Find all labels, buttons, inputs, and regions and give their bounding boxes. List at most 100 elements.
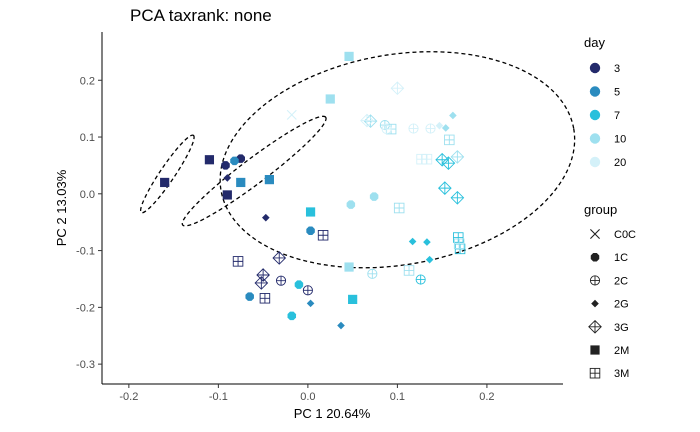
point-29-day-7-3g [438,181,452,195]
y-axis-title: PC 2 13.03% [54,169,69,246]
point-9-day-3-3g [254,276,269,290]
point-47-day-10-2m [344,51,354,62]
y-tick-label-1: -0.2 [76,302,95,314]
point-44-day-10-2g [441,124,450,132]
group-legend-label-2g: 2G [614,299,629,311]
group-legend-key-c0c [590,229,600,239]
y-tick-label-3: 0.0 [80,189,95,201]
point-12-day-3-3m [259,293,271,304]
point-23-day-7-1c [294,280,304,289]
group-legend-label-2m: 2M [614,345,629,357]
y-tick-label-2: -0.1 [76,246,95,258]
point-1-day-3-2m [204,155,215,165]
point-7-day-3-3m [232,256,244,267]
point-16-day-5-2m [236,177,246,188]
point-41-day-10-3m [453,238,465,250]
point-40-day-10-3m [403,265,415,276]
point-31-day-7-3m [453,232,464,243]
point-43-day-10-3g [450,150,465,164]
group-legend-key-1c [590,252,600,262]
point-20-day-5-2g [306,299,315,308]
point-42-day-10-3m [444,134,455,146]
day-legend-label-10: 10 [614,134,626,146]
point-48-day-10-2m [325,94,335,104]
point-30-day-7-3g [450,190,465,205]
point-10-day-3-3g [272,251,287,265]
point-55-day-20-2c [408,123,419,134]
group-legend-label-1c: 1C [614,252,628,264]
chart-title: PCA taxrank: none [130,6,272,25]
group-legend-key-2g [591,299,599,308]
x-tick-label-1: -0.1 [209,391,228,403]
point-57-day-20-2g [435,121,444,130]
day-legend-key-7 [589,109,601,121]
point-56-day-20-2c [425,123,436,134]
data-points [160,51,466,330]
point-4-day-3-2g [223,174,232,182]
group-legend: group C0C 1C 2C 2G 3G 2M 3M [584,202,636,380]
point-19-day-5-1c [245,292,254,301]
group-legend-key-3g [588,319,602,334]
point-28-day-7-2g [425,255,434,264]
point-5-day-3-2m [222,190,232,200]
point-22-day-7-2m [305,207,316,217]
day-legend-label-20: 20 [614,157,626,169]
point-52-day-20-3g [390,81,405,96]
x-tick-label-4: 0.2 [479,391,494,403]
point-15-day-5-1c [230,156,239,166]
day-legend-label-5: 5 [614,87,620,99]
group-legend-label-3m: 3M [614,368,629,380]
y-tick-label-4: 0.1 [80,132,95,144]
y-tick-label-0: -0.3 [76,359,95,371]
group-legend-label-3g: 3G [614,322,629,334]
group-legend-label-2c: 2C [614,275,628,287]
point-2-day-3-1c [221,161,230,170]
confidence-ellipse-0 [181,115,327,227]
point-21-day-5-2g [337,321,345,330]
group-legend-label-c0c: C0C [614,229,636,241]
x-axis-ticks: -0.2 -0.1 0.0 0.1 0.2 [119,384,495,403]
y-tick-label-5: 0.2 [80,75,95,87]
point-25-day-7-2m [348,294,358,305]
point-36-day-10-2m [344,262,354,272]
day-legend-label-3: 3 [614,63,620,75]
point-39-day-10-3m [393,202,405,214]
point-38-day-10-1c [369,192,379,201]
point-45-day-10-2g [449,111,457,120]
day-legend-key-5 [589,86,601,97]
group-legend-key-2c [589,275,601,286]
group-legend-key-2m [590,345,600,355]
confidence-ellipse-1 [139,134,195,214]
point-34-day-7-3g [435,152,449,167]
point-6-day-3-2g [262,213,270,222]
confidence-ellipses [139,51,576,269]
point-46-day-10-2c [367,268,378,279]
group-legend-title: group [584,202,617,217]
day-legend-key-3 [589,62,601,74]
point-33-day-7-2c [415,274,426,285]
point-24-day-7-1c [287,311,297,321]
day-legend: day 3 5 7 10 20 [584,35,626,169]
day-legend-label-7: 7 [614,110,620,122]
x-tick-label-2: 0.0 [300,391,315,403]
point-13-day-3-2c [302,285,313,296]
point-14-day-3-3m [317,230,329,241]
point-59-day-20-3m [421,153,433,165]
confidence-ellipse-2 [219,51,576,269]
day-legend-key-20 [589,156,601,168]
point-26-day-7-2g [408,237,417,246]
y-axis-ticks: -0.3 -0.2 -0.1 0.0 0.1 0.2 [76,75,102,371]
day-legend-key-10 [589,133,601,144]
point-11-day-3-2c [275,275,287,286]
day-legend-title: day [584,35,605,50]
point-60-day-20-c0c [286,109,297,120]
group-legend-key-3m [589,367,601,379]
point-54-day-20-2c [381,124,392,135]
point-0-day-3-2m [160,177,170,188]
x-tick-label-0: -0.2 [119,391,138,403]
point-35-day-7-3g [441,156,456,170]
point-53-day-20-3g [360,113,374,128]
point-27-day-7-2g [423,238,431,246]
point-17-day-5-2m [264,175,274,185]
